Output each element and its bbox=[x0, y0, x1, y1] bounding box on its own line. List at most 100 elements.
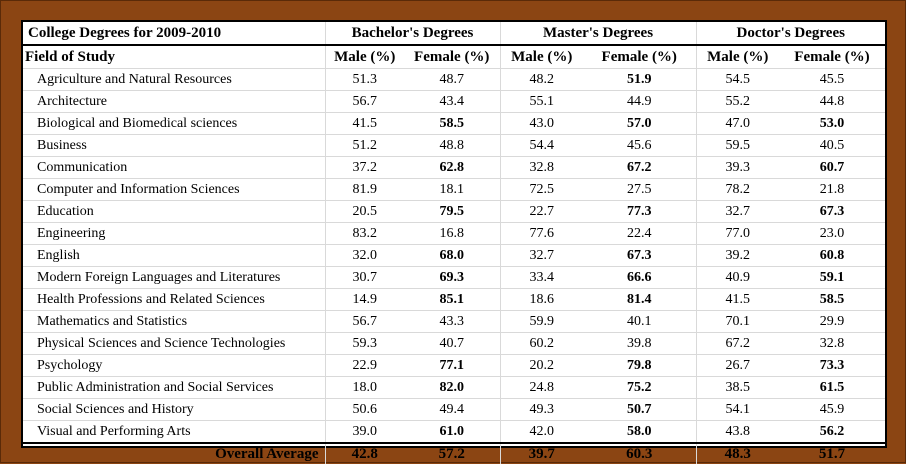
male-percent-cell: 39.0 bbox=[325, 420, 404, 443]
female-percent-cell: 16.8 bbox=[404, 222, 501, 245]
female-percent-cell: 60.8 bbox=[779, 244, 885, 267]
female-percent-cell: 68.0 bbox=[404, 244, 501, 267]
table-row: English 32.0 68.0 32.7 67.3 39.2 60.8 bbox=[23, 244, 885, 267]
female-percent-cell: 40.7 bbox=[404, 332, 501, 355]
male-percent-cell: 18.6 bbox=[500, 288, 583, 311]
male-percent-cell: 32.0 bbox=[325, 244, 404, 267]
male-percent-cell: 40.9 bbox=[696, 266, 779, 289]
female-percent-cell: 44.9 bbox=[583, 90, 697, 113]
male-percent-cell: 24.8 bbox=[500, 376, 583, 399]
overall-average-row: Overall Average 42.8 57.2 39.7 60.3 48.3 51.7 bbox=[23, 442, 885, 464]
table-row: Mathematics and Statistics 56.7 43.3 59.9 40… bbox=[23, 310, 885, 333]
overall-average-value: 60.3 bbox=[583, 442, 697, 464]
female-percent-cell: 22.4 bbox=[583, 222, 697, 245]
male-percent-cell: 41.5 bbox=[325, 112, 404, 135]
female-percent-cell: 48.8 bbox=[404, 134, 501, 157]
field-name-cell: Physical Sciences and Science Technologi… bbox=[23, 332, 326, 355]
male-percent-cell: 32.7 bbox=[696, 200, 779, 223]
header-row-groups: College Degrees for 2009-2010 Bachelor's… bbox=[23, 22, 885, 46]
female-percent-cell: 58.5 bbox=[779, 288, 885, 311]
male-percent-cell: 67.2 bbox=[696, 332, 779, 355]
female-percent-cell: 59.1 bbox=[779, 266, 885, 289]
female-percent-cell: 58.5 bbox=[404, 112, 501, 135]
field-name-cell: Agriculture and Natural Resources bbox=[23, 68, 326, 91]
group-header-doctors: Doctor's Degrees bbox=[696, 22, 885, 46]
overall-average-label: Overall Average bbox=[23, 442, 326, 464]
female-percent-cell: 66.6 bbox=[583, 266, 697, 289]
female-percent-cell: 56.2 bbox=[779, 420, 885, 443]
table-row: Biological and Biomedical sciences 41.5 58… bbox=[23, 112, 885, 135]
male-percent-cell: 20.2 bbox=[500, 354, 583, 377]
female-percent-cell: 81.4 bbox=[583, 288, 697, 311]
female-percent-cell: 27.5 bbox=[583, 178, 697, 201]
male-percent-cell: 33.4 bbox=[500, 266, 583, 289]
female-percent-cell: 79.8 bbox=[583, 354, 697, 377]
table-row: Public Administration and Social Service… bbox=[23, 376, 885, 399]
table-row: Social Sciences and History 50.6 49.4 49.3 5… bbox=[23, 398, 885, 421]
table-row: Psychology 22.9 77.1 20.2 79.8 26.7 73.3 bbox=[23, 354, 885, 377]
field-name-cell: Communication bbox=[23, 156, 326, 179]
female-percent-cell: 50.7 bbox=[583, 398, 697, 421]
field-name-cell: Architecture bbox=[23, 90, 326, 113]
table-row: Health Professions and Related Sciences 1… bbox=[23, 288, 885, 311]
male-percent-cell: 18.0 bbox=[325, 376, 404, 399]
male-percent-cell: 77.0 bbox=[696, 222, 779, 245]
field-name-cell: Visual and Performing Arts bbox=[23, 420, 326, 443]
female-percent-cell: 32.8 bbox=[779, 332, 885, 355]
male-percent-cell: 20.5 bbox=[325, 200, 404, 223]
female-percent-cell: 60.7 bbox=[779, 156, 885, 179]
female-percent-cell: 40.5 bbox=[779, 134, 885, 157]
male-percent-cell: 83.2 bbox=[325, 222, 404, 245]
male-percent-cell: 47.0 bbox=[696, 112, 779, 135]
table-row: Physical Sciences and Science Technologi… bbox=[23, 332, 885, 355]
table-row: Communication 37.2 62.8 32.8 67.2 39.3 60.7 bbox=[23, 156, 885, 179]
male-percent-cell: 51.2 bbox=[325, 134, 404, 157]
male-percent-cell: 50.6 bbox=[325, 398, 404, 421]
overall-average-value: 39.7 bbox=[500, 442, 583, 464]
female-percent-cell: 45.5 bbox=[779, 68, 885, 91]
overall-average-value: 57.2 bbox=[404, 442, 501, 464]
group-header-bachelors: Bachelor's Degrees bbox=[325, 22, 501, 46]
field-name-cell: Education bbox=[23, 200, 326, 223]
degrees-table: College Degrees for 2009-2010 Bachelor's… bbox=[23, 22, 885, 464]
female-percent-cell: 82.0 bbox=[404, 376, 501, 399]
male-percent-cell: 39.2 bbox=[696, 244, 779, 267]
field-name-cell: Computer and Information Sciences bbox=[23, 178, 326, 201]
male-percent-cell: 14.9 bbox=[325, 288, 404, 311]
male-percent-cell: 54.5 bbox=[696, 68, 779, 91]
female-percent-cell: 77.3 bbox=[583, 200, 697, 223]
female-percent-cell: 49.4 bbox=[404, 398, 501, 421]
male-percent-cell: 42.0 bbox=[500, 420, 583, 443]
group-header-masters: Master's Degrees bbox=[500, 22, 697, 46]
male-percent-cell: 26.7 bbox=[696, 354, 779, 377]
male-percent-cell: 32.8 bbox=[500, 156, 583, 179]
female-percent-cell: 67.3 bbox=[779, 200, 885, 223]
female-percent-cell: 29.9 bbox=[779, 310, 885, 333]
male-percent-cell: 49.3 bbox=[500, 398, 583, 421]
field-name-cell: Public Administration and Social Service… bbox=[23, 376, 326, 399]
female-percent-cell: 79.5 bbox=[404, 200, 501, 223]
field-name-cell: Modern Foreign Languages and Literatures bbox=[23, 266, 326, 289]
field-name-cell: Engineering bbox=[23, 222, 326, 245]
male-percent-cell: 59.3 bbox=[325, 332, 404, 355]
male-percent-cell: 48.2 bbox=[500, 68, 583, 91]
male-percent-cell: 59.9 bbox=[500, 310, 583, 333]
field-name-cell: Business bbox=[23, 134, 326, 157]
male-percent-cell: 41.5 bbox=[696, 288, 779, 311]
field-name-cell: Mathematics and Statistics bbox=[23, 310, 326, 333]
table-row: Visual and Performing Arts 39.0 61.0 42.0 58… bbox=[23, 420, 885, 443]
female-percent-cell: 40.1 bbox=[583, 310, 697, 333]
table-row: Engineering 83.2 16.8 77.6 22.4 77.0 23.0 bbox=[23, 222, 885, 245]
male-percent-cell: 51.3 bbox=[325, 68, 404, 91]
male-percent-cell: 30.7 bbox=[325, 266, 404, 289]
female-percent-cell: 45.6 bbox=[583, 134, 697, 157]
header-row-columns: Field of Study Male (%) Female (%) Male … bbox=[23, 45, 885, 69]
male-percent-cell: 43.0 bbox=[500, 112, 583, 135]
field-name-cell: Psychology bbox=[23, 354, 326, 377]
column-header: Female (%) bbox=[794, 49, 870, 65]
overall-average-value: 48.3 bbox=[696, 442, 779, 464]
male-percent-cell: 78.2 bbox=[696, 178, 779, 201]
female-percent-cell: 61.5 bbox=[779, 376, 885, 399]
female-percent-cell: 61.0 bbox=[404, 420, 501, 443]
column-header: Male (%) bbox=[334, 49, 396, 65]
